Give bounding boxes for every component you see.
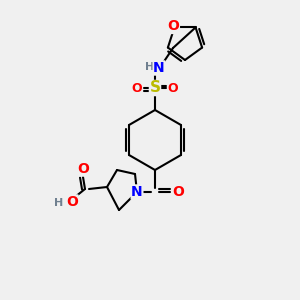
Text: O: O — [168, 82, 178, 94]
Text: H: H — [54, 198, 64, 208]
Text: O: O — [66, 195, 78, 209]
Text: O: O — [77, 162, 89, 176]
Text: N: N — [131, 185, 143, 199]
Text: S: S — [149, 80, 161, 95]
Text: O: O — [172, 185, 184, 199]
Text: H: H — [146, 62, 154, 72]
Text: O: O — [132, 82, 142, 94]
Text: N: N — [153, 61, 165, 75]
Text: O: O — [167, 20, 179, 33]
